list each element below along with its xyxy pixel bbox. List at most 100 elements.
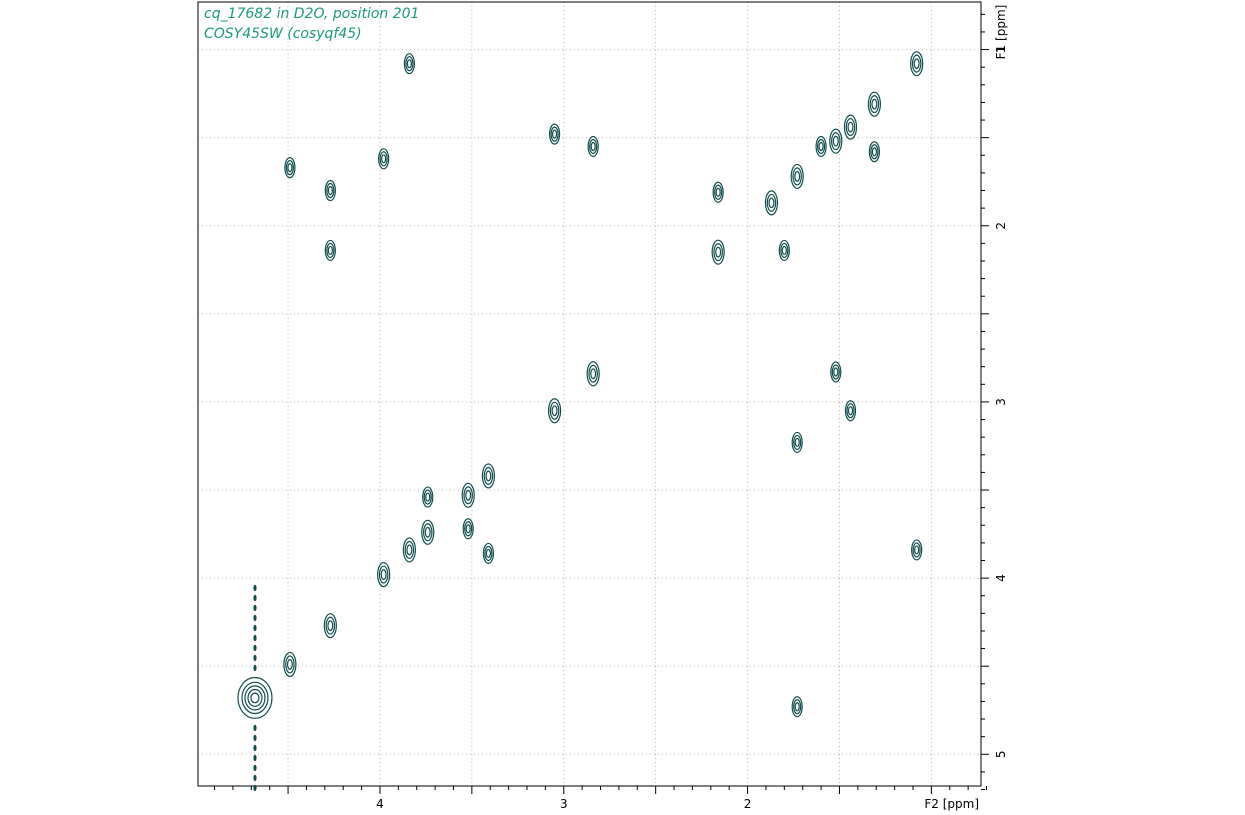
f2-axis-label: F2 [ppm] xyxy=(924,797,979,811)
contour-ring xyxy=(324,239,336,262)
cross-peak xyxy=(867,91,881,117)
contour-ring xyxy=(871,98,878,110)
contour-ring xyxy=(715,246,722,258)
contour-ring xyxy=(483,466,494,485)
plot-frame xyxy=(197,1,982,787)
contour-ring xyxy=(465,524,471,534)
cross-peak xyxy=(283,651,297,678)
contour-ring xyxy=(791,696,803,718)
contour-ring xyxy=(461,482,475,508)
cross-peak xyxy=(790,163,804,190)
contour-ring xyxy=(465,489,472,501)
contour-ring xyxy=(402,537,416,563)
contour-ring xyxy=(403,53,415,75)
contour-ring xyxy=(768,197,775,209)
f1-axis-label: F1 [ppm] xyxy=(994,5,1008,60)
cross-peak xyxy=(378,148,390,170)
cross-peak xyxy=(481,463,496,489)
contour-ring xyxy=(247,688,263,707)
cross-peak xyxy=(237,584,273,792)
cross-peak xyxy=(323,613,337,639)
f1-tick-label: 3 xyxy=(994,398,1008,406)
t1-noise-mark xyxy=(253,734,257,742)
contour-ring xyxy=(871,147,877,157)
contour-ring xyxy=(792,167,802,186)
contour-ring xyxy=(381,154,387,164)
contour-ring xyxy=(323,613,337,639)
contour-ring xyxy=(766,193,777,212)
t1-noise-mark xyxy=(253,604,257,612)
contour-ring xyxy=(481,463,496,489)
t1-noise-mark xyxy=(253,634,257,642)
spectrum-title: cq_17682 in D2O, position 201 xyxy=(204,6,420,22)
grid-lines xyxy=(198,2,981,786)
contour-ring xyxy=(914,545,920,555)
cross-peak xyxy=(844,400,857,422)
cross-peak xyxy=(422,486,434,508)
contour-ring xyxy=(423,489,432,505)
contour-ring xyxy=(847,121,854,133)
contour-ring xyxy=(913,58,920,70)
f2-tick-label: 2 xyxy=(744,797,752,811)
contour-ring xyxy=(406,544,413,556)
contour-ring xyxy=(843,114,858,140)
cross-peak xyxy=(421,519,435,545)
t1-noise-mark xyxy=(253,614,257,622)
contour-ring xyxy=(714,184,723,200)
contour-ring xyxy=(832,135,839,147)
contour-ring xyxy=(462,518,474,540)
contour-ring xyxy=(868,141,880,163)
cross-peak xyxy=(482,542,495,565)
contour-ring xyxy=(829,128,843,154)
contour-ring xyxy=(780,242,789,259)
t1-noise-mark xyxy=(253,764,257,772)
contour-ring xyxy=(791,431,803,454)
contour-ring xyxy=(287,163,293,173)
contour-ring xyxy=(781,245,787,256)
contour-ring xyxy=(421,519,435,545)
contour-ring xyxy=(589,138,598,155)
contour-ring xyxy=(464,521,473,537)
contour-ring xyxy=(250,692,260,704)
contour-ring xyxy=(712,181,724,203)
contour-ring xyxy=(325,616,336,635)
contour-ring xyxy=(422,523,433,542)
cross-peak xyxy=(829,128,843,154)
cross-peak xyxy=(911,539,923,561)
f2-tick-label: 3 xyxy=(560,797,568,811)
contour-ring xyxy=(845,118,856,137)
cross-peak xyxy=(868,141,880,163)
contour-ring xyxy=(711,239,725,265)
contour-ring xyxy=(590,368,597,380)
t1-noise-mark xyxy=(253,724,257,732)
contour-ring xyxy=(830,361,842,383)
t1-noise-mark xyxy=(253,754,257,762)
cross-peak xyxy=(586,361,600,387)
contour-ring xyxy=(326,182,335,199)
contour-ring xyxy=(405,56,414,72)
t1-noise-mark xyxy=(253,744,257,752)
contour-ring xyxy=(911,54,922,73)
cross-peak xyxy=(461,482,475,508)
cross-peak xyxy=(843,114,858,140)
contour-ring xyxy=(326,242,335,259)
contour-ring xyxy=(241,681,269,715)
contour-ring xyxy=(715,187,721,197)
contour-ring xyxy=(377,561,391,588)
contour-ring xyxy=(379,151,388,167)
contour-ring xyxy=(590,141,596,152)
f1-tick-label: 2 xyxy=(994,222,1008,230)
contour-ring xyxy=(815,135,827,158)
contour-ring xyxy=(485,470,492,482)
t1-noise-mark xyxy=(253,784,257,792)
contour-ring xyxy=(713,243,723,262)
contour-ring xyxy=(551,129,558,139)
contour-ring xyxy=(548,123,561,145)
cross-peak xyxy=(324,179,336,202)
contour-ring xyxy=(910,51,924,77)
contour-ring xyxy=(549,401,560,420)
f1-axis: 1 2 3 4 5 F1 [ppm] xyxy=(981,5,1008,791)
contour-ring xyxy=(327,620,334,632)
contour-ring xyxy=(404,540,415,559)
